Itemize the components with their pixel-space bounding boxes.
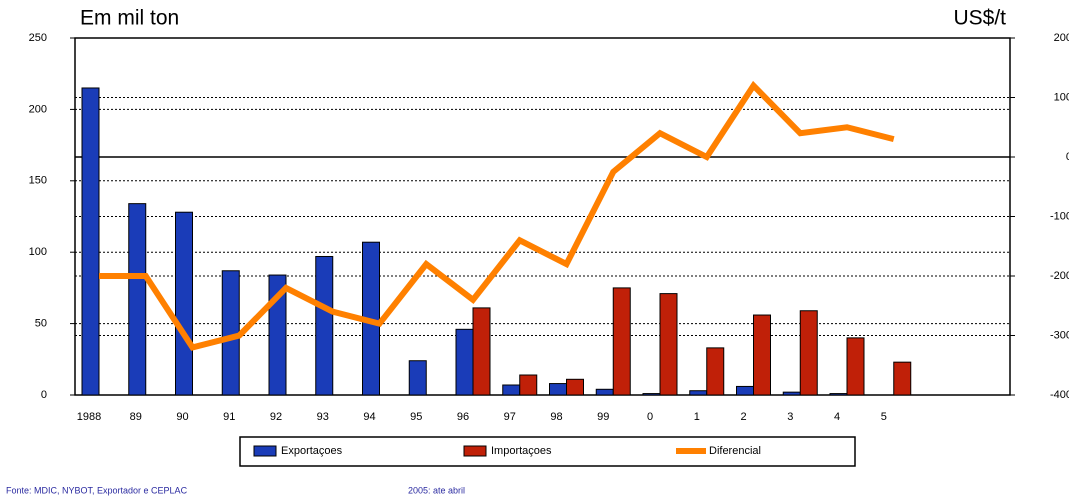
y-axis-label: Em mil ton [80,7,179,30]
bar [846,337,865,396]
x-tick-label: 0 [647,411,653,423]
y2-tick-label: 0 [1066,151,1069,163]
bar [893,361,912,396]
date-note: 2005: ate abril [408,485,465,495]
x-tick-label: 4 [834,411,840,423]
x-tick-label: 92 [270,411,282,423]
bar [455,328,474,396]
x-tick-label: 99 [597,411,609,423]
bar [799,310,818,396]
y2-axis-label: US$/t [953,7,1006,30]
y-tick-label: 50 [35,318,47,330]
legend-swatch [463,445,487,457]
x-tick-label: 2 [740,411,746,423]
x-tick-label: 94 [363,411,375,423]
y-tick-label: 100 [29,246,47,258]
legend-label: Importaçoes [491,445,552,457]
bar [81,87,100,396]
bar [753,314,771,396]
y2-tick-label: -100 [1050,210,1069,222]
legend-label: Exportaçoes [281,445,343,457]
line [99,80,895,351]
bar [408,360,427,396]
bar [659,293,678,396]
legend-box [239,436,856,467]
x-tick-label: 93 [317,411,329,423]
source-note: Fonte: MDIC, NYBOT, Exportador e CEPLAC [6,485,188,495]
y-tick-label: 250 [29,32,47,44]
x-tick-label: 97 [504,411,516,423]
bar [706,347,725,396]
bar [782,391,801,396]
legend-swatch [253,445,277,457]
bar [595,388,614,396]
bar [566,378,584,396]
bar [689,390,708,396]
bar [472,307,491,396]
x-tick-label: 98 [550,411,562,423]
x-tick-label: 95 [410,411,422,423]
y2-tick-label: 100 [1054,91,1069,103]
y-tick-label: 0 [41,389,47,401]
y-tick-label: 200 [29,103,47,115]
bar [128,203,147,396]
x-tick-label: 5 [881,411,887,423]
x-tick-label: 3 [787,411,793,423]
bar [519,374,538,396]
bar [612,287,631,396]
y2-tick-label: -300 [1050,329,1069,341]
bar [549,383,567,396]
x-tick-label: 90 [176,411,188,423]
bar [315,255,334,396]
x-tick-label: 1 [694,411,700,423]
legend-label: Diferencial [709,445,761,457]
bar [642,393,661,396]
y2-tick-label: 200 [1054,32,1069,44]
bar [736,385,754,396]
x-tick-label: 91 [223,411,235,423]
y-tick-label: 150 [29,175,47,187]
y2-tick-label: -200 [1050,270,1069,282]
y2-tick-label: -400 [1050,389,1069,401]
x-tick-label: 89 [130,411,142,423]
bar [221,270,240,396]
x-tick-label: 1988 [77,411,101,423]
bar [175,211,193,396]
bar [829,393,848,396]
x-tick-label: 96 [457,411,469,423]
bar [502,384,521,396]
